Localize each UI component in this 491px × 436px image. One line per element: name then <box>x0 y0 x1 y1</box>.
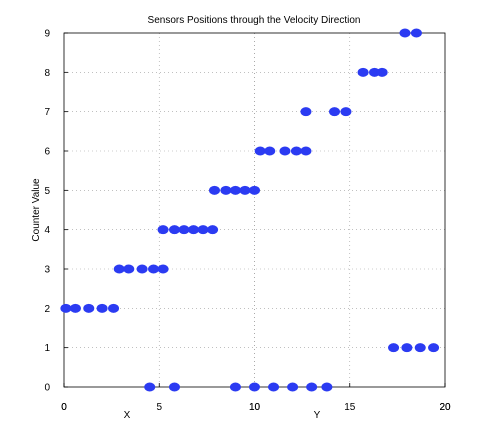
grid-lines <box>64 33 445 387</box>
data-point-y <box>113 264 125 274</box>
x-axis-title-x: X <box>124 410 131 421</box>
data-point-y <box>96 303 108 313</box>
y-tick-label: 2 <box>44 304 50 315</box>
data-point-y <box>60 303 72 313</box>
x-tick-label-x: 0 <box>61 402 67 413</box>
data-point-y <box>357 67 369 77</box>
x-tick-label-x: 10 <box>249 402 261 413</box>
data-point-y <box>108 303 120 313</box>
x-tick-label-y: 15 <box>344 402 356 413</box>
data-point-y <box>197 225 209 235</box>
data-point-y <box>208 185 220 195</box>
data-point-y <box>376 67 388 77</box>
x-tick-label-y: 20 <box>439 402 451 413</box>
y-tick-label: 6 <box>44 147 50 158</box>
data-point-x <box>414 343 426 353</box>
x-axis-title-y: Y <box>314 410 321 421</box>
data-point-y <box>264 146 276 156</box>
y-tick-label: 1 <box>44 343 50 354</box>
data-point-y <box>279 146 291 156</box>
data-point-y <box>410 28 422 38</box>
y-tick-label: 3 <box>44 265 50 276</box>
data-point-y <box>148 264 160 274</box>
data-point-y <box>249 185 260 195</box>
data-point-x <box>287 382 299 392</box>
data-point-x <box>388 343 400 353</box>
data-point-y <box>168 225 180 235</box>
y-tick-label: 7 <box>44 107 50 118</box>
data-point-y <box>157 225 169 235</box>
data-point-y <box>123 264 135 274</box>
y-axis-title: Counter Value <box>31 178 42 242</box>
data-point-y <box>178 225 190 235</box>
data-point-y <box>369 67 381 77</box>
data-point-y <box>229 185 241 195</box>
data-point-y <box>220 185 232 195</box>
x-tick-label-y: 10 <box>249 402 261 413</box>
data-point-x <box>321 382 333 392</box>
x-tick-label-y: 5 <box>156 402 162 413</box>
data-point-x <box>249 382 260 392</box>
data-point-y <box>157 264 169 274</box>
data-point-y <box>329 107 341 117</box>
data-point-x <box>428 343 440 353</box>
data-point-y <box>188 225 200 235</box>
data-point-y <box>136 264 148 274</box>
data-point-y <box>340 107 352 117</box>
data-point-x <box>401 343 413 353</box>
data-point-y <box>83 303 95 313</box>
x-tick-label-x: 20 <box>439 402 451 413</box>
data-point-y <box>207 225 219 235</box>
data-point-y <box>254 146 266 156</box>
data-point-y <box>69 303 81 313</box>
y-tick-label: 5 <box>44 186 50 197</box>
data-point-x <box>268 382 280 392</box>
data-point-y <box>239 185 251 195</box>
data-point-x <box>168 382 180 392</box>
data-point-y <box>290 146 302 156</box>
data-point-y <box>300 107 312 117</box>
y-tick-label: 4 <box>44 225 50 236</box>
data-point-y <box>300 146 312 156</box>
data-point-x <box>229 382 241 392</box>
y-tick-label: 8 <box>44 68 50 79</box>
chart-title: Sensors Positions through the Velocity D… <box>148 15 361 26</box>
data-point-x <box>144 382 156 392</box>
data-points <box>60 28 440 392</box>
y-tick-label: 9 <box>44 29 50 40</box>
y-tick-label: 0 <box>44 383 50 394</box>
data-point-x <box>306 382 318 392</box>
data-point-y <box>399 28 411 38</box>
x-tick-label-y: 0 <box>61 402 67 413</box>
